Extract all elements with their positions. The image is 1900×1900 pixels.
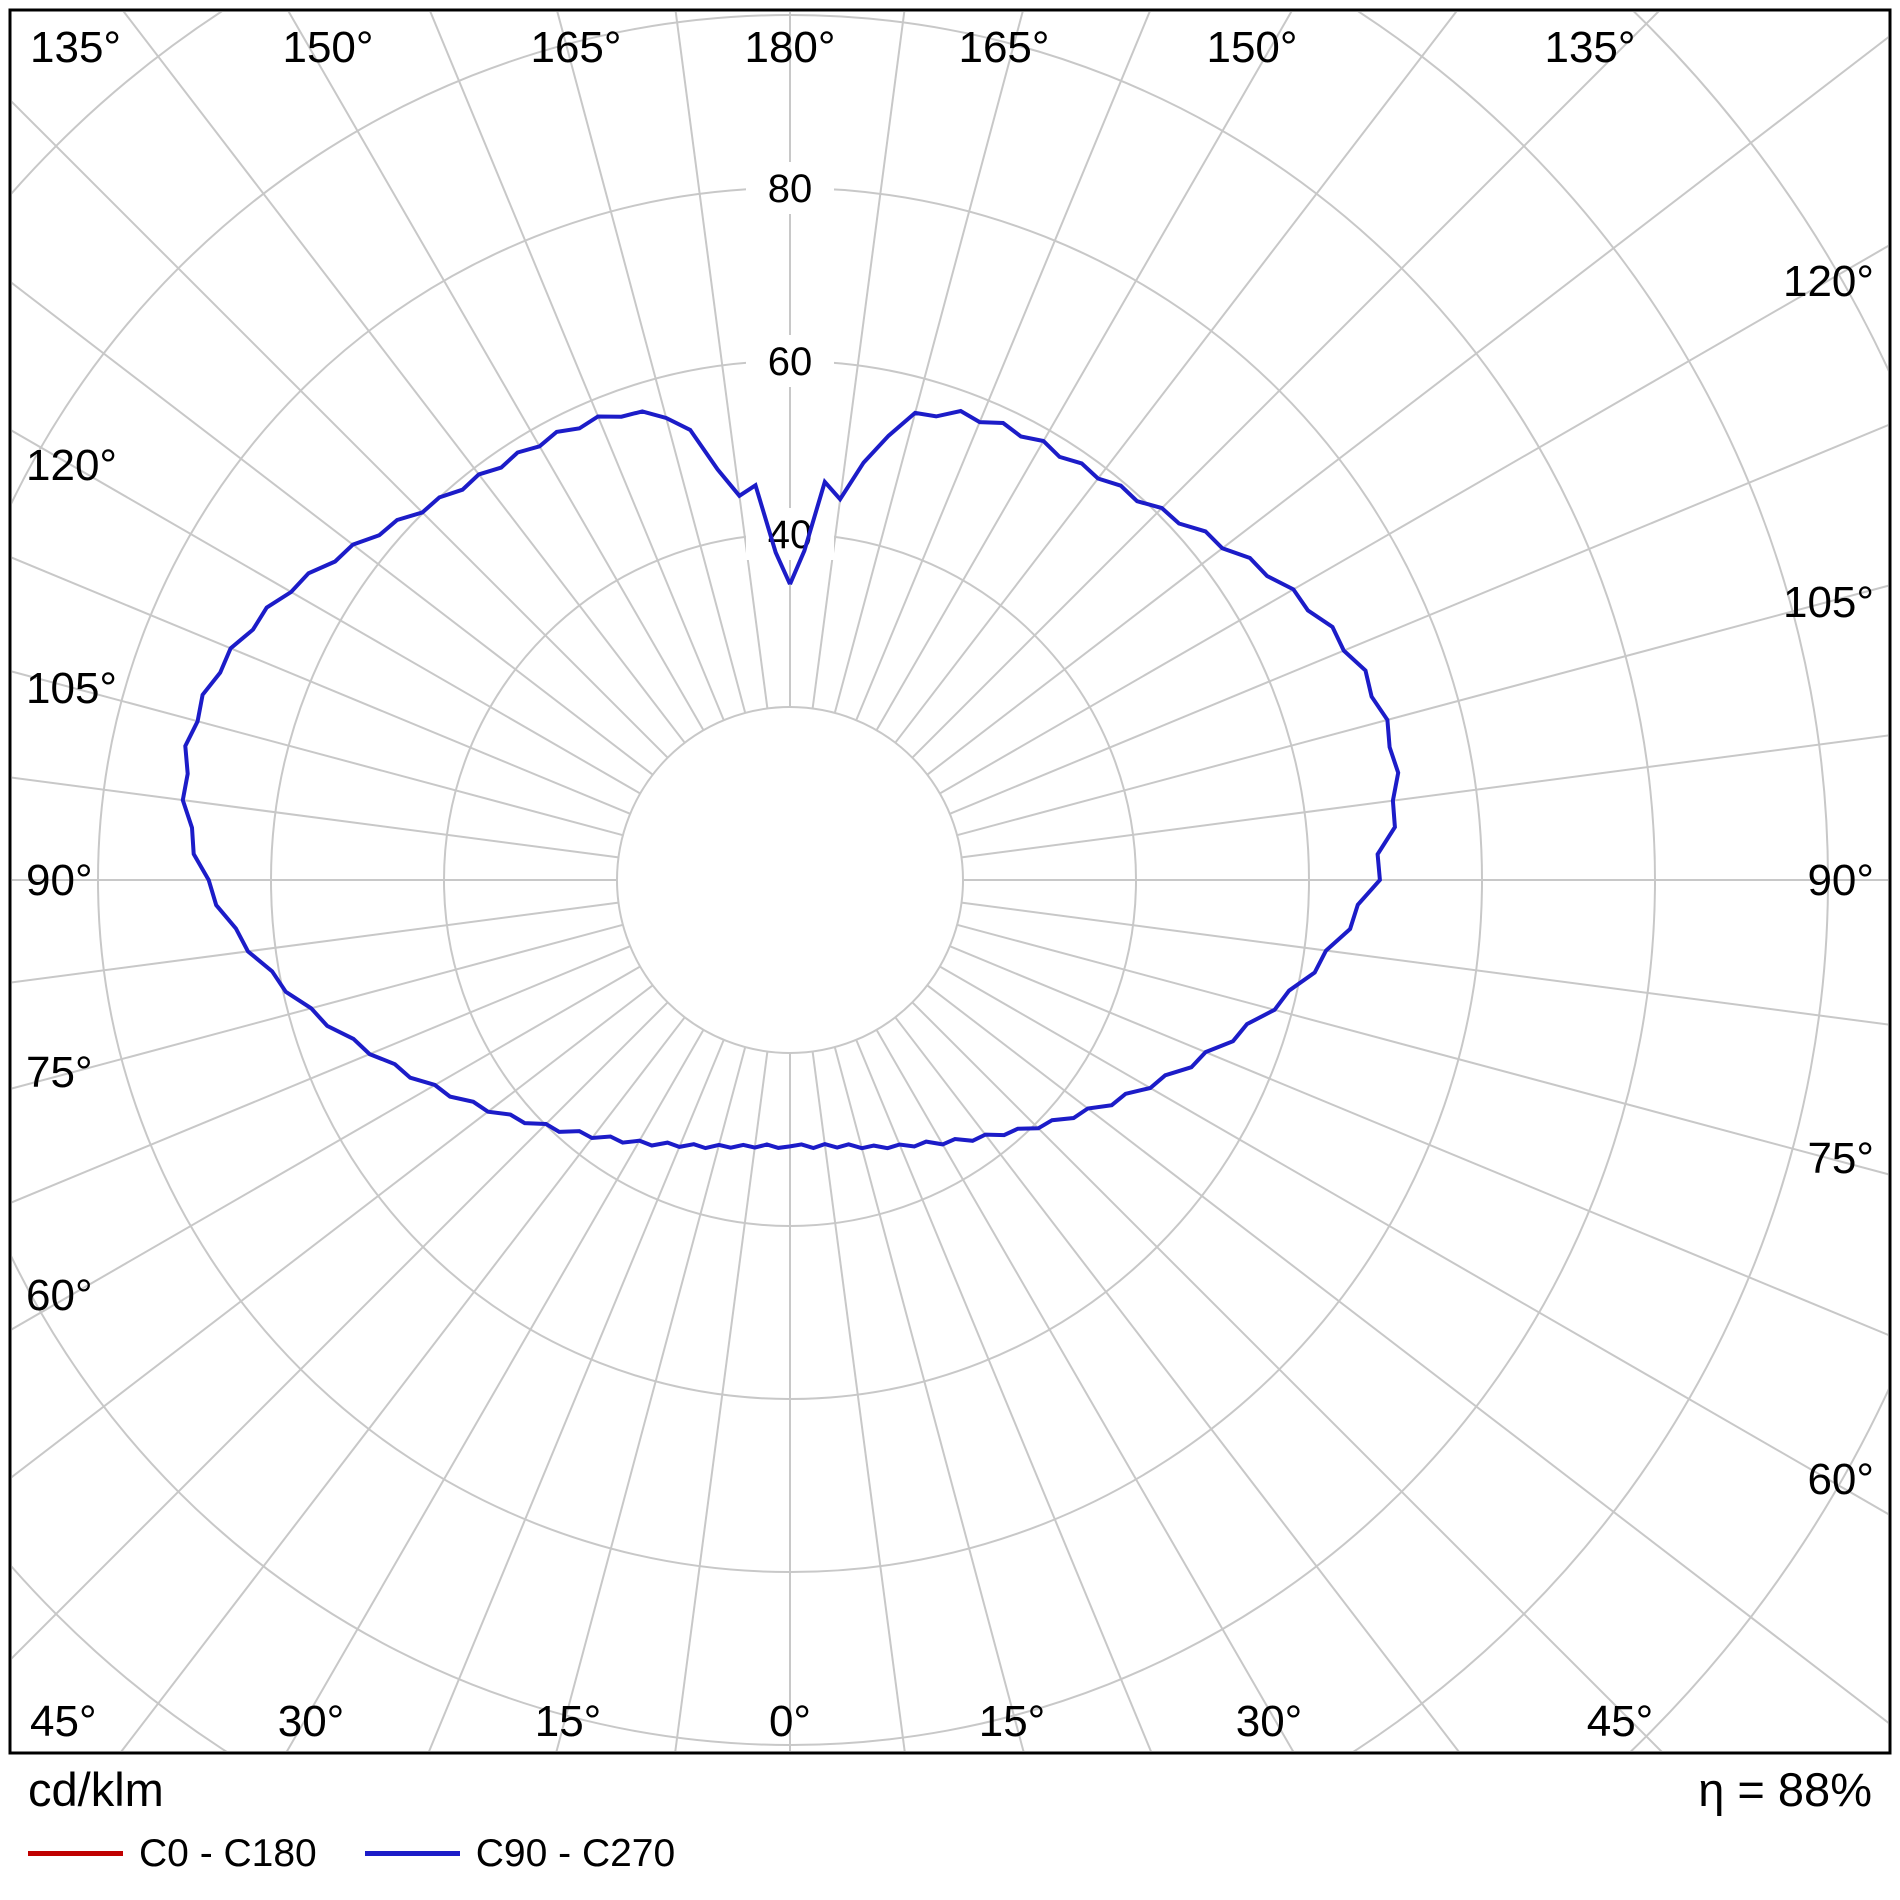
angle-label: 45°: [1587, 1697, 1654, 1746]
angle-label: 180°: [744, 23, 835, 72]
angle-label: 60°: [26, 1271, 93, 1320]
angle-label: 30°: [1236, 1697, 1303, 1746]
angle-label: 135°: [30, 23, 121, 72]
angle-label: 105°: [1783, 578, 1874, 627]
chart-footer: cd/klm η = 88% C0 - C180 C90 - C270: [28, 1764, 1872, 1876]
angle-label: 120°: [1783, 257, 1874, 306]
efficiency-label: η = 88%: [1698, 1763, 1872, 1816]
angle-label: 15°: [979, 1697, 1046, 1746]
angle-label: 165°: [530, 23, 621, 72]
angle-labels: 0° 15° 15° 30° 30° 45° 45° 60° 60° 75° 75° 90° 90° 10…: [26, 23, 1874, 1746]
footer-row: cd/klm η = 88%: [28, 1764, 1872, 1816]
ring-label: 60: [768, 340, 813, 384]
angle-label: 90°: [26, 856, 93, 905]
legend-line-c0-c180: [28, 1851, 123, 1857]
angle-label: 15°: [535, 1697, 602, 1746]
angle-label: 0°: [769, 1697, 811, 1746]
plot-border: [8, 8, 1892, 1755]
angle-label: 45°: [30, 1697, 97, 1746]
legend: C0 - C180 C90 - C270: [28, 1832, 1872, 1876]
legend-item-c0-c180: C0 - C180: [28, 1832, 317, 1876]
legend-line-c90-c270: [364, 1851, 460, 1857]
angle-label: 60°: [1807, 1455, 1874, 1504]
legend-label-c90-c270: C90 - C270: [475, 1831, 676, 1875]
angle-label: 150°: [282, 23, 373, 72]
angle-label: 120°: [26, 441, 117, 490]
curve-c90-c270: [180, 408, 1401, 1151]
ring-label: 80: [768, 167, 813, 211]
angle-label: 105°: [26, 664, 117, 713]
legend-label-c0-c180: C0 - C180: [139, 1831, 317, 1875]
angle-label: 90°: [1807, 856, 1874, 905]
angle-label: 165°: [958, 23, 1049, 72]
angle-label: 30°: [278, 1697, 345, 1746]
angle-label: 135°: [1544, 23, 1635, 72]
unit-label: cd/klm: [28, 1763, 164, 1816]
angle-label: 75°: [1807, 1134, 1874, 1183]
polar-grid: [12, 12, 1888, 1751]
angle-label: 75°: [26, 1048, 93, 1097]
angle-label: 150°: [1206, 23, 1297, 72]
legend-item-c90-c270: C90 - C270: [364, 1831, 676, 1876]
